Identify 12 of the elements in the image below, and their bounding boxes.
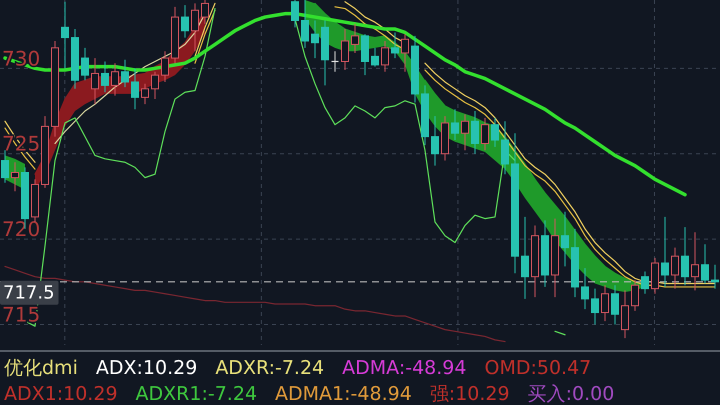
text: ADMA1:-48.94 <box>275 383 412 405</box>
text: ADX1:10.29 <box>4 383 118 405</box>
text: ADXR1:-7.24 <box>136 383 258 405</box>
text: 优化dmi <box>4 357 78 379</box>
text: OMD:50.47 <box>484 357 592 379</box>
text: 买入:0.00 <box>528 383 614 405</box>
text: 强:10.29 <box>430 383 510 405</box>
ref-line-label: 717.5 <box>3 282 55 304</box>
text: ADMA:-48.94 <box>342 357 466 379</box>
text: ADXR:-7.24 <box>215 357 324 379</box>
text: ADX:10.29 <box>96 357 198 379</box>
y-tick-label: 720 <box>2 217 40 242</box>
